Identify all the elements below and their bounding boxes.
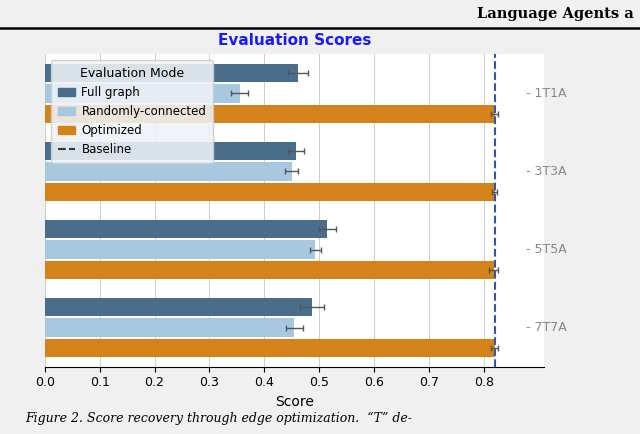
Bar xyxy=(45,64,298,82)
Bar xyxy=(45,298,312,316)
Text: Language Agents a: Language Agents a xyxy=(477,7,634,20)
Title: Evaluation Scores: Evaluation Scores xyxy=(218,33,371,48)
Bar xyxy=(45,339,495,357)
X-axis label: Score: Score xyxy=(275,395,314,409)
Bar xyxy=(45,220,327,238)
Text: - 7T7A: - 7T7A xyxy=(527,321,567,334)
Text: - 5T5A: - 5T5A xyxy=(527,243,567,256)
Bar xyxy=(45,319,294,337)
Bar xyxy=(45,240,316,259)
Bar xyxy=(45,261,493,279)
Text: Figure 2. Score recovery through edge optimization.  “T” de-: Figure 2. Score recovery through edge op… xyxy=(26,412,413,425)
Bar xyxy=(45,162,292,181)
Bar xyxy=(45,105,495,123)
Text: - 3T3A: - 3T3A xyxy=(527,165,567,178)
Text: - 1T1A: - 1T1A xyxy=(527,87,567,100)
Bar xyxy=(45,142,296,160)
Bar xyxy=(45,84,239,102)
Bar xyxy=(45,183,495,201)
Legend: Full graph, Randomly-connected, Optimized, Baseline: Full graph, Randomly-connected, Optimize… xyxy=(51,60,213,163)
